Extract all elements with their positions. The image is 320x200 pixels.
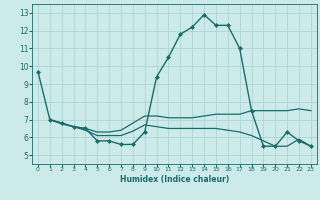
X-axis label: Humidex (Indice chaleur): Humidex (Indice chaleur) bbox=[120, 175, 229, 184]
